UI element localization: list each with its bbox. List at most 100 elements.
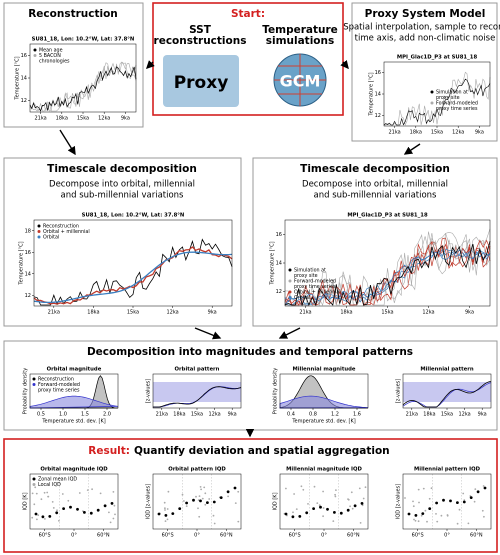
legend-marker <box>37 224 41 228</box>
scatter-point <box>67 499 70 502</box>
scatter-point <box>203 486 206 489</box>
scatter-point <box>183 500 185 502</box>
x-tick-label: 18ka <box>56 116 68 122</box>
scatter-point <box>46 491 49 494</box>
scatter-point <box>52 507 55 509</box>
scatter-point <box>414 519 417 522</box>
x-tick-label: 12ka <box>208 412 220 418</box>
y-axis-label: Temperature [°C] <box>270 241 276 285</box>
reconstruction-box <box>3 2 144 128</box>
zonal-point <box>110 502 114 505</box>
zonal-point <box>291 515 295 519</box>
y-tick-label: 16 <box>375 70 381 76</box>
zonal-point <box>339 511 343 515</box>
scatter-point <box>47 495 49 498</box>
scatter-point <box>234 502 237 504</box>
scatter-point <box>467 522 470 525</box>
box-description: and sub-millennial variations <box>314 191 438 201</box>
scatter-point <box>292 511 294 514</box>
x-tick-label: 9ka <box>228 412 237 418</box>
box-description: and sub-millennial variations <box>61 191 185 201</box>
y-axis-label: Probability density <box>273 368 279 414</box>
scatter-point <box>404 497 406 499</box>
plot-title: Orbital magnitude <box>47 367 102 373</box>
zonal-point <box>469 496 473 499</box>
scatter-point <box>164 509 166 511</box>
plot-frame <box>279 373 369 409</box>
scatter-point <box>332 520 335 522</box>
legend-marker <box>288 290 292 294</box>
scatter-point <box>113 504 116 507</box>
y-tick-label: 12 <box>21 98 27 104</box>
zonal-point <box>456 501 459 504</box>
scatter-point <box>166 508 169 510</box>
x-tick-label: 18ka <box>340 310 352 316</box>
x-tick-label: 21ka <box>34 116 46 122</box>
y-axis-label: Temperature [°C] <box>15 56 21 100</box>
x-tick-label: 15ka <box>77 116 89 122</box>
x-tick-label: 0.5 <box>37 412 45 418</box>
scatter-point <box>474 488 477 490</box>
scatter-point <box>91 488 93 491</box>
x-tick-label: 12ka <box>452 130 464 136</box>
legend-label: Reconstruction <box>38 377 74 383</box>
zonal-point <box>462 500 466 504</box>
x-tick-label: 0° <box>71 533 77 539</box>
box-title: Proxy System Model <box>365 8 486 20</box>
x-axis-label: Temperature std. dev. [K] <box>41 419 105 425</box>
arrow <box>403 143 421 155</box>
x-tick-label: 12ka <box>422 310 434 316</box>
plot-frame <box>29 373 119 409</box>
x-tick-label: 60°S <box>412 533 424 539</box>
arrow <box>146 60 155 69</box>
box-description: Decompose into orbital, millennial <box>302 180 448 190</box>
scatter-point <box>313 485 316 488</box>
plot-title: Millennial pattern IQD <box>414 467 481 473</box>
x-tick-label: 0.8 <box>309 412 317 418</box>
legend-label: Simulation at <box>436 90 468 96</box>
scatter-point <box>227 495 230 498</box>
scatter-point <box>463 499 466 502</box>
scatter-point <box>435 513 437 515</box>
zonal-point <box>233 486 237 490</box>
zonal-point <box>226 490 230 494</box>
zonal-point <box>305 511 309 515</box>
scatter-point <box>108 511 110 514</box>
legend-label: proxy site <box>294 273 318 279</box>
start-label: Start: <box>231 8 265 20</box>
x-tick-label: 12ka <box>98 116 110 122</box>
zonal-point <box>206 501 209 504</box>
x-tick-label: 18ka <box>173 412 185 418</box>
result-label: Result: <box>88 445 130 457</box>
legend-marker <box>32 383 36 386</box>
legend-label: Simulation at <box>294 268 326 274</box>
scatter-point <box>295 508 298 510</box>
y-tick-label: 18 <box>25 228 31 234</box>
plot-title: SU81_18, Lon: 10.2°W, Lat: 37.8°N <box>82 213 185 219</box>
zonal-point <box>449 499 452 503</box>
x-tick-label: 12ka <box>166 310 178 316</box>
zonal-point <box>212 500 216 504</box>
x-tick-label: 18ka <box>423 412 435 418</box>
scatter-point <box>350 491 353 494</box>
zonal-point <box>414 514 418 517</box>
x-tick-label: 0° <box>321 533 327 539</box>
scatter-point <box>300 485 303 488</box>
scatter-point <box>44 518 46 520</box>
zonal-point <box>34 512 38 516</box>
scatter-point <box>417 488 420 491</box>
zonal-point <box>103 504 107 508</box>
y-axis-label: IQD [K] <box>23 492 29 510</box>
legend-label: Local IQD <box>38 482 61 488</box>
proxy-icon <box>163 55 239 107</box>
scatter-point <box>166 518 169 521</box>
scatter-point <box>358 487 361 490</box>
scatter-point <box>424 509 427 512</box>
scatter-point <box>198 515 201 518</box>
legend-marker <box>32 483 36 486</box>
x-tick-label: 1.0 <box>59 412 67 418</box>
scatter-point <box>361 504 364 507</box>
scatter-point <box>335 489 337 491</box>
legend-label: proxy time series <box>436 106 478 112</box>
